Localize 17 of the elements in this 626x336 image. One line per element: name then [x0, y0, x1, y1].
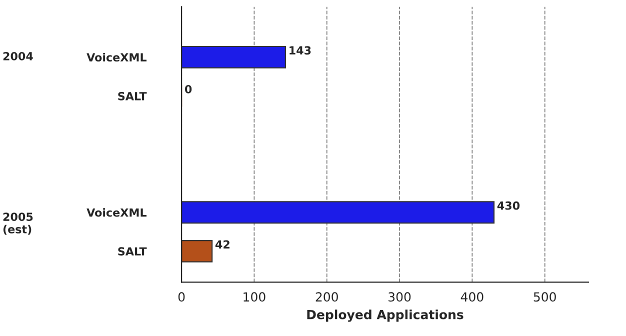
- text: 2005 (est): [3, 212, 33, 235]
- x-tick-label: 100: [244, 292, 266, 302]
- data-label: 0: [184, 84, 192, 94]
- y-tick-label: SALT: [118, 92, 147, 100]
- data-label: 430: [497, 201, 520, 210]
- x-tick-label: 400: [460, 292, 484, 302]
- data-label: 143: [290, 46, 311, 55]
- y-tick-label: SALT: [118, 247, 147, 256]
- x-tick-label: 0: [178, 292, 185, 302]
- y-tick-label: VoiceXML: [86, 208, 147, 217]
- x-tick-label: 500: [534, 292, 556, 302]
- data-label: 42: [215, 240, 230, 248]
- x-tick-label: 300: [388, 292, 411, 302]
- y-tick-label: VoiceXML: [86, 52, 147, 62]
- x-tick-label: 200: [316, 292, 338, 302]
- x-axis-title: Deployed Applications: [307, 310, 464, 322]
- text: 2004: [3, 52, 33, 60]
